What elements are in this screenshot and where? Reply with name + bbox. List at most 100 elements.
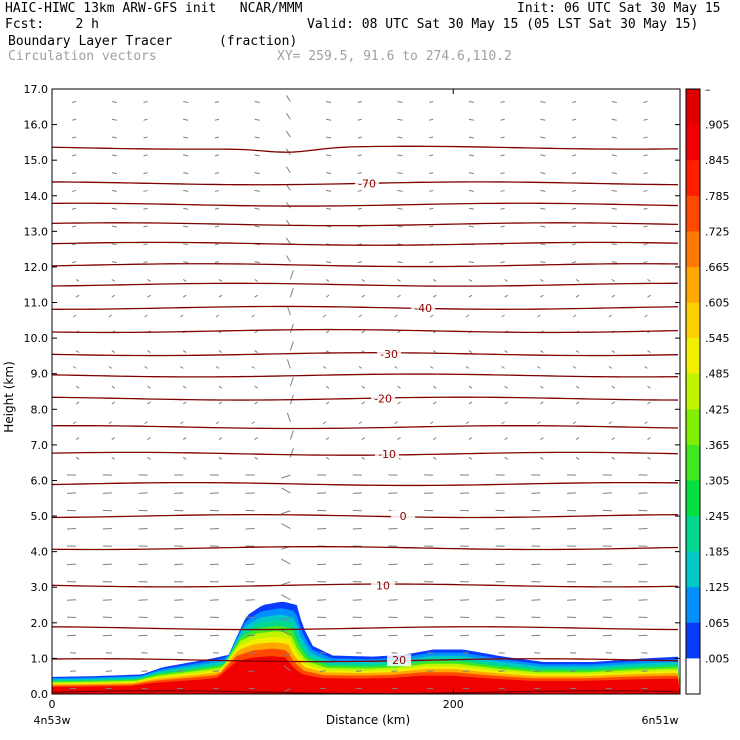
contour-label-bg bbox=[387, 654, 412, 667]
vector-arrow bbox=[111, 243, 117, 246]
vector-arrow bbox=[183, 225, 189, 228]
vector-arrow bbox=[251, 421, 255, 425]
vector-arrow bbox=[638, 492, 648, 494]
contour-label-bg bbox=[375, 447, 400, 460]
vector-arrow bbox=[285, 130, 291, 138]
y-tick-label: 7.0 bbox=[31, 439, 49, 452]
contour-label-bg bbox=[371, 579, 396, 592]
vector-arrow bbox=[388, 563, 398, 566]
vector-arrow bbox=[611, 294, 616, 298]
vector-arrow bbox=[537, 365, 541, 369]
vector-arrow bbox=[254, 189, 260, 192]
temperature-contour-line bbox=[52, 451, 679, 456]
vector-arrow bbox=[647, 456, 651, 460]
vector-arrow bbox=[571, 118, 577, 121]
vector-arrow bbox=[254, 385, 258, 389]
vector-arrow bbox=[570, 670, 577, 672]
colorbar-label: .245 bbox=[705, 510, 730, 523]
vector-arrow bbox=[647, 385, 651, 389]
vector-arrow bbox=[611, 154, 617, 157]
vector-arrow bbox=[571, 225, 577, 228]
vector-arrow bbox=[424, 528, 434, 530]
vector-arrow bbox=[281, 487, 291, 494]
vector-arrow bbox=[214, 136, 220, 139]
vector-arrow bbox=[317, 528, 327, 530]
vector-arrow bbox=[357, 118, 362, 121]
vector-arrow bbox=[138, 563, 148, 566]
vector-arrow bbox=[504, 294, 508, 298]
cross-section-xy: XY= 259.5, 91.6 to 274.6,110.2 bbox=[277, 49, 512, 64]
vector-arrow bbox=[138, 492, 148, 494]
vector-arrow bbox=[289, 323, 294, 333]
vector-arrow bbox=[540, 118, 546, 121]
vector-arrow bbox=[611, 385, 616, 389]
vector-arrow bbox=[357, 207, 362, 210]
vector-arrow bbox=[605, 670, 612, 672]
vector-arrow bbox=[209, 492, 219, 494]
temperature-contour-line bbox=[52, 202, 679, 207]
vector-arrow bbox=[643, 225, 648, 228]
y-tick-label: 2.0 bbox=[31, 617, 49, 630]
vector-arrow bbox=[432, 437, 437, 440]
vector-arrow bbox=[215, 314, 220, 318]
vector-arrow bbox=[144, 314, 148, 318]
vector-arrow bbox=[325, 330, 330, 334]
vector-arrow bbox=[531, 563, 541, 566]
vector-arrow bbox=[644, 421, 648, 425]
vector-arrow bbox=[388, 634, 398, 637]
vector-arrow bbox=[504, 401, 508, 405]
vector-arrow bbox=[284, 665, 291, 672]
temperature-contour-line bbox=[52, 396, 678, 401]
vector-arrow bbox=[281, 581, 291, 586]
y-tick-label: 11.0 bbox=[24, 297, 49, 310]
vector-arrow bbox=[143, 243, 148, 246]
vector-arrow bbox=[209, 528, 219, 530]
vector-arrow bbox=[540, 225, 546, 228]
vector-arrow bbox=[567, 634, 577, 637]
vector-arrow bbox=[567, 492, 577, 494]
vector-arrow bbox=[245, 528, 255, 530]
vector-arrow bbox=[540, 100, 546, 103]
vector-arrow bbox=[214, 172, 220, 175]
vector-arrow bbox=[397, 385, 401, 389]
vector-arrow bbox=[424, 492, 434, 494]
vector-arrow bbox=[643, 154, 648, 157]
temperature-contour-line bbox=[52, 626, 678, 631]
vector-arrow bbox=[429, 136, 434, 139]
vector-arrow bbox=[289, 448, 294, 458]
vector-arrow bbox=[388, 528, 398, 530]
colorbar-label: .905 bbox=[705, 119, 730, 132]
vector-arrow bbox=[468, 118, 475, 121]
vector-arrow bbox=[575, 401, 580, 405]
vector-arrow bbox=[459, 634, 469, 637]
vector-arrow bbox=[459, 599, 469, 601]
vector-arrow bbox=[432, 278, 437, 282]
vector-arrow bbox=[358, 314, 363, 318]
vector-arrow bbox=[501, 365, 505, 369]
vector-arrow bbox=[285, 166, 291, 173]
vector-arrow bbox=[352, 563, 362, 566]
vector-arrow bbox=[355, 670, 362, 672]
colorbar-swatch bbox=[686, 587, 700, 624]
vector-arrow bbox=[289, 288, 294, 298]
vector-arrow bbox=[644, 365, 648, 369]
vector-arrow bbox=[611, 401, 616, 405]
vector-arrow bbox=[111, 350, 116, 353]
vector-arrow bbox=[567, 599, 577, 601]
colorbar-label: .605 bbox=[705, 297, 730, 310]
vector-arrow bbox=[254, 261, 260, 264]
vector-arrow bbox=[427, 670, 434, 672]
colorbar-label: .725 bbox=[705, 225, 730, 238]
contour-label-bg bbox=[377, 348, 402, 361]
vector-arrow bbox=[468, 456, 473, 460]
vector-arrow bbox=[285, 112, 291, 120]
vector-arrow bbox=[500, 118, 505, 121]
vector-arrow bbox=[495, 492, 505, 494]
vector-arrow bbox=[209, 563, 219, 566]
vector-arrow bbox=[317, 492, 327, 494]
vector-arrow bbox=[571, 154, 577, 157]
vector-arrow bbox=[281, 629, 291, 636]
colorbar-swatch bbox=[686, 409, 700, 446]
vector-arrow bbox=[397, 154, 403, 157]
colorbar-swatch bbox=[686, 658, 700, 695]
